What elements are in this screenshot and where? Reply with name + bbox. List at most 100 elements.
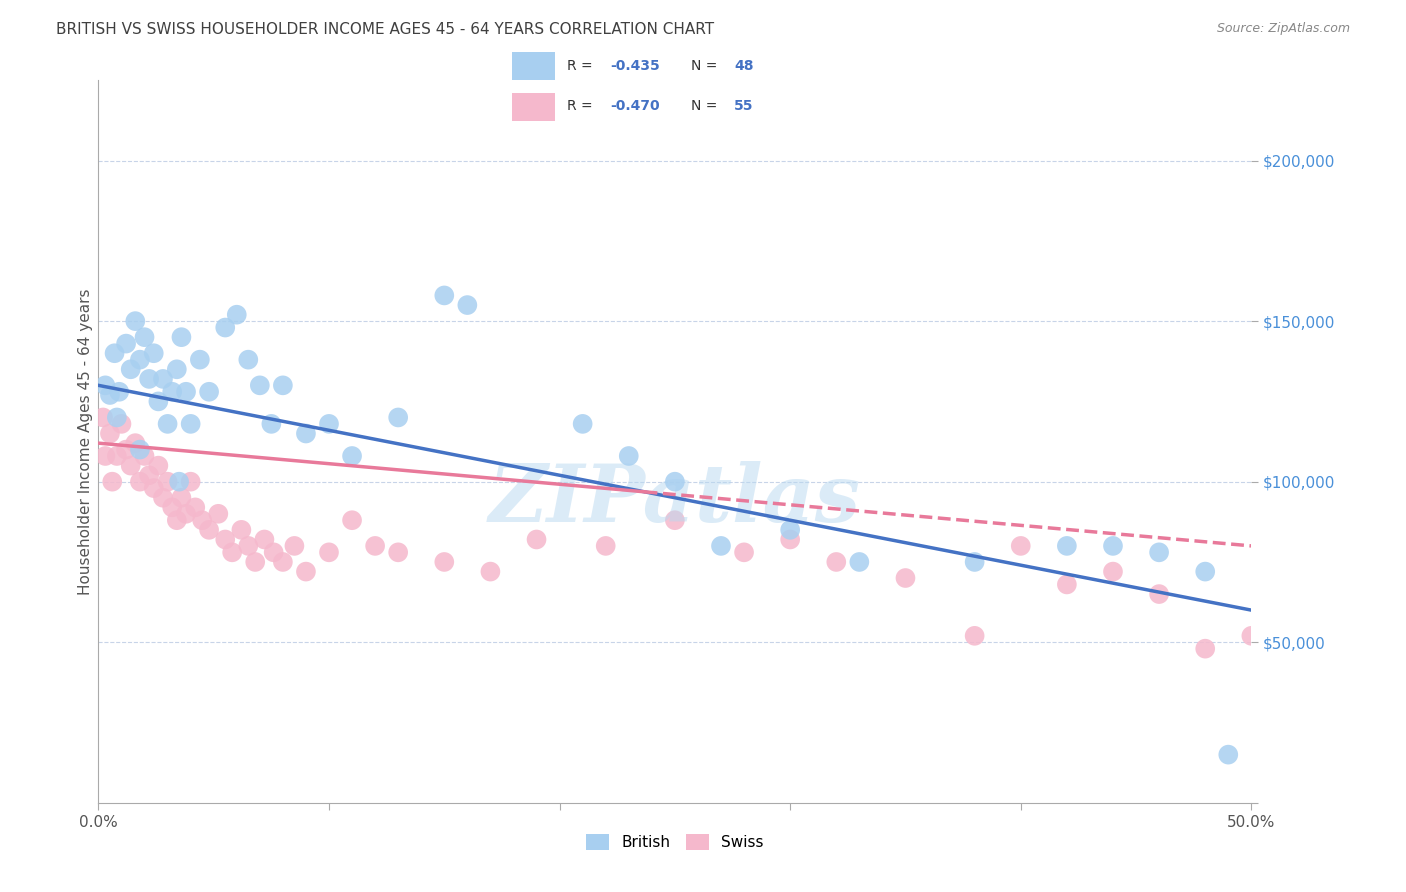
- Point: [108, 384, 131, 399]
- Point: [479, 565, 502, 579]
- Point: [124, 314, 146, 328]
- Point: [1194, 565, 1216, 579]
- Point: [387, 545, 409, 559]
- Point: [142, 346, 165, 360]
- Point: [167, 475, 190, 489]
- Point: [134, 330, 156, 344]
- Point: [387, 410, 409, 425]
- Point: [617, 449, 640, 463]
- Point: [1240, 629, 1263, 643]
- Point: [710, 539, 733, 553]
- Point: [283, 539, 305, 553]
- Point: [138, 468, 160, 483]
- Point: [174, 384, 197, 399]
- Point: [188, 352, 211, 367]
- Point: [1147, 545, 1170, 559]
- Point: [148, 394, 170, 409]
- Point: [340, 513, 363, 527]
- Point: [249, 378, 271, 392]
- Point: [120, 458, 142, 473]
- Point: [101, 475, 124, 489]
- Point: [180, 475, 202, 489]
- Point: [779, 523, 801, 537]
- Point: [963, 555, 986, 569]
- Point: [526, 533, 548, 547]
- Text: 55: 55: [734, 100, 754, 113]
- Text: ZIPatlas: ZIPatlas: [489, 460, 860, 538]
- Text: 48: 48: [734, 59, 754, 73]
- Point: [1147, 587, 1170, 601]
- Text: -0.470: -0.470: [610, 100, 659, 113]
- Point: [1194, 641, 1216, 656]
- Point: [238, 352, 260, 367]
- Point: [231, 523, 253, 537]
- Point: [340, 449, 363, 463]
- Point: [214, 320, 236, 334]
- Point: [103, 346, 125, 360]
- Point: [152, 491, 174, 505]
- Point: [1056, 577, 1078, 591]
- Point: [295, 426, 318, 441]
- Point: [184, 500, 207, 515]
- Point: [120, 362, 142, 376]
- Point: [129, 352, 152, 367]
- Point: [207, 507, 229, 521]
- Legend: British, Swiss: British, Swiss: [581, 829, 769, 856]
- Point: [180, 417, 202, 431]
- Point: [174, 507, 197, 521]
- Point: [148, 458, 170, 473]
- Point: [1102, 539, 1125, 553]
- Point: [160, 384, 183, 399]
- Point: [825, 555, 848, 569]
- Point: [456, 298, 478, 312]
- Point: [318, 417, 340, 431]
- Point: [263, 545, 285, 559]
- Point: [105, 449, 128, 463]
- Point: [94, 378, 117, 392]
- Point: [170, 330, 193, 344]
- Point: [1010, 539, 1032, 553]
- Text: R =: R =: [567, 59, 598, 73]
- Point: [238, 539, 260, 553]
- Point: [166, 362, 188, 376]
- Point: [156, 475, 179, 489]
- Point: [364, 539, 387, 553]
- Point: [170, 491, 193, 505]
- Point: [433, 288, 456, 302]
- Point: [152, 372, 174, 386]
- Point: [253, 533, 276, 547]
- Point: [160, 500, 183, 515]
- Point: [142, 481, 165, 495]
- Point: [98, 388, 121, 402]
- Bar: [512, 93, 555, 120]
- Point: [156, 417, 179, 431]
- Point: [1056, 539, 1078, 553]
- Point: [98, 426, 121, 441]
- Point: [198, 523, 221, 537]
- Point: [94, 449, 117, 463]
- Point: [271, 378, 294, 392]
- Point: [91, 410, 114, 425]
- Point: [166, 513, 188, 527]
- Point: [191, 513, 214, 527]
- Point: [271, 555, 294, 569]
- Text: BRITISH VS SWISS HOUSEHOLDER INCOME AGES 45 - 64 YEARS CORRELATION CHART: BRITISH VS SWISS HOUSEHOLDER INCOME AGES…: [56, 22, 714, 37]
- Point: [318, 545, 340, 559]
- Point: [595, 539, 617, 553]
- Point: [733, 545, 755, 559]
- Point: [1102, 565, 1125, 579]
- Point: [848, 555, 870, 569]
- Point: [214, 533, 236, 547]
- Point: [260, 417, 283, 431]
- Text: N =: N =: [690, 59, 721, 73]
- Point: [295, 565, 318, 579]
- Text: R =: R =: [567, 100, 598, 113]
- Point: [221, 545, 243, 559]
- Point: [115, 442, 138, 457]
- Y-axis label: Householder Income Ages 45 - 64 years: Householder Income Ages 45 - 64 years: [77, 288, 93, 595]
- Point: [198, 384, 221, 399]
- Point: [124, 436, 146, 450]
- Text: Source: ZipAtlas.com: Source: ZipAtlas.com: [1216, 22, 1350, 36]
- Point: [894, 571, 917, 585]
- Point: [1218, 747, 1240, 762]
